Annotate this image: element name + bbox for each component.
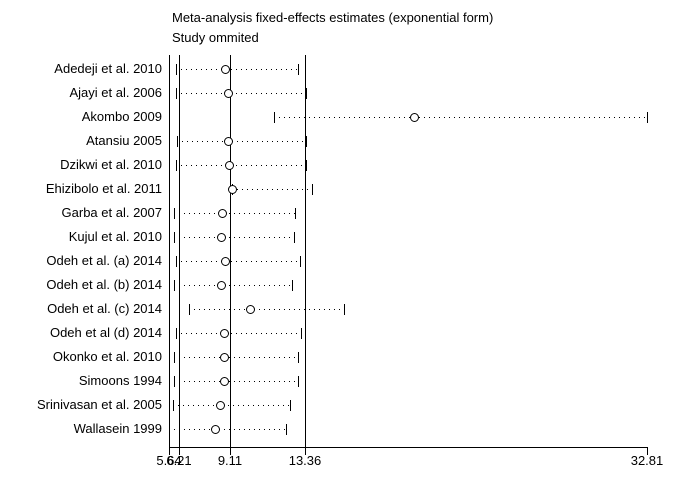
- estimate-marker-4: [225, 161, 234, 170]
- ci-cap-upper-4: [306, 160, 307, 171]
- ci-cap-lower-9: [174, 280, 175, 291]
- chart-subtitle: Study ommited: [172, 30, 259, 45]
- estimate-marker-12: [220, 353, 229, 362]
- ci-cap-lower-14: [173, 400, 174, 411]
- study-label-7: Kujul et al. 2010: [68, 229, 162, 244]
- x-axis-tick-1: [179, 447, 180, 455]
- ci-line-2: [274, 117, 647, 118]
- ci-cap-lower-11: [176, 328, 177, 339]
- ci-cap-lower-8: [176, 256, 177, 267]
- estimate-marker-15: [211, 425, 220, 434]
- estimate-marker-8: [221, 257, 230, 266]
- ci-cap-lower-1: [176, 88, 177, 99]
- study-label-2: Akombo 2009: [81, 109, 162, 124]
- ci-cap-lower-10: [189, 304, 190, 315]
- ci-cap-upper-10: [344, 304, 345, 315]
- estimate-marker-9: [217, 281, 226, 290]
- estimate-marker-0: [221, 65, 230, 74]
- ci-line-5: [232, 189, 312, 190]
- ci-line-7: [174, 237, 294, 238]
- study-label-12: Okonko et al. 2010: [52, 349, 162, 364]
- ci-cap-lower-3: [177, 136, 178, 147]
- study-label-4: Dzikwi et al. 2010: [60, 157, 162, 172]
- estimate-marker-11: [220, 329, 229, 338]
- ci-line-15: [169, 429, 286, 430]
- ci-cap-upper-8: [300, 256, 301, 267]
- ci-cap-lower-0: [176, 64, 177, 75]
- study-label-9: Odeh et al. (b) 2014: [46, 277, 162, 292]
- study-label-8: Odeh et al. (a) 2014: [46, 253, 162, 268]
- ci-cap-upper-15: [286, 424, 287, 435]
- estimate-marker-6: [218, 209, 227, 218]
- x-axis-tick-label-1: 6.21: [166, 453, 192, 468]
- ci-cap-lower-2: [274, 112, 275, 123]
- x-axis-tick-2: [230, 447, 231, 455]
- ci-cap-upper-13: [298, 376, 299, 387]
- study-label-11: Odeh et al (d) 2014: [49, 325, 162, 340]
- study-label-6: Garba et al. 2007: [61, 205, 162, 220]
- ci-line-13: [174, 381, 298, 382]
- x-axis-tick-label-4: 32.81: [630, 453, 664, 468]
- x-axis-tick-0: [169, 447, 170, 455]
- estimate-marker-14: [216, 401, 225, 410]
- x-axis-tick-4: [647, 447, 648, 455]
- ci-cap-upper-11: [301, 328, 302, 339]
- ci-line-1: [176, 93, 306, 94]
- study-label-1: Ajayi et al. 2006: [69, 85, 162, 100]
- ci-line-11: [176, 333, 301, 334]
- estimate-marker-7: [217, 233, 226, 242]
- ci-cap-upper-7: [294, 232, 295, 243]
- estimate-marker-5: [228, 185, 237, 194]
- ci-cap-upper-2: [647, 112, 648, 123]
- x-axis-tick-label-0: 5.64: [156, 453, 182, 468]
- estimate-marker-2: [410, 113, 419, 122]
- ci-cap-upper-14: [290, 400, 291, 411]
- x-axis-tick-label-3: 13.36: [288, 453, 322, 468]
- ci-cap-lower-12: [174, 352, 175, 363]
- ci-line-10: [189, 309, 345, 310]
- ci-cap-upper-6: [295, 208, 296, 219]
- study-label-5: Ehizibolo et al. 2011: [45, 181, 162, 196]
- ci-line-3: [177, 141, 305, 142]
- ci-cap-lower-7: [174, 232, 175, 243]
- ci-cap-upper-1: [306, 88, 307, 99]
- ci-cap-upper-0: [298, 64, 299, 75]
- x-axis-tick-3: [305, 447, 306, 455]
- x-axis-line: [169, 447, 648, 448]
- study-label-3: Atansiu 2005: [86, 133, 162, 148]
- ci-cap-lower-6: [174, 208, 175, 219]
- study-label-13: Simoons 1994: [78, 373, 162, 388]
- reference-line-2: [230, 55, 231, 447]
- ci-line-4: [176, 165, 305, 166]
- plot-area: 5.64 6.21 9.11 13.36 32.81: [156, 55, 663, 468]
- reference-line-0: [169, 55, 170, 447]
- ci-line-0: [176, 69, 298, 70]
- ci-cap-lower-13: [174, 376, 175, 387]
- reference-line-1: [179, 55, 180, 447]
- ci-line-9: [174, 285, 292, 286]
- study-label-0: Adedeji et al. 2010: [54, 61, 162, 76]
- ci-cap-lower-4: [176, 160, 177, 171]
- estimate-marker-3: [224, 137, 233, 146]
- ci-cap-upper-12: [298, 352, 299, 363]
- study-label-15: Wallasein 1999: [73, 421, 162, 436]
- study-label-10: Odeh et al. (c) 2014: [47, 301, 162, 316]
- ci-cap-upper-5: [312, 184, 313, 195]
- chart-title: Meta-analysis fixed-effects estimates (e…: [172, 10, 494, 25]
- reference-line-3: [305, 55, 306, 447]
- estimate-marker-10: [246, 305, 255, 314]
- ci-cap-upper-9: [292, 280, 293, 291]
- x-axis-tick-label-2: 9.11: [217, 453, 243, 468]
- ci-line-8: [176, 261, 300, 262]
- ci-line-12: [174, 357, 298, 358]
- ci-cap-lower-15: [169, 424, 170, 435]
- ci-line-14: [173, 405, 290, 406]
- ci-line-6: [174, 213, 295, 214]
- study-label-14: Srinivasan et al. 2005: [36, 397, 162, 412]
- ci-cap-upper-3: [306, 136, 307, 147]
- estimate-marker-13: [220, 377, 229, 386]
- estimate-marker-1: [224, 89, 233, 98]
